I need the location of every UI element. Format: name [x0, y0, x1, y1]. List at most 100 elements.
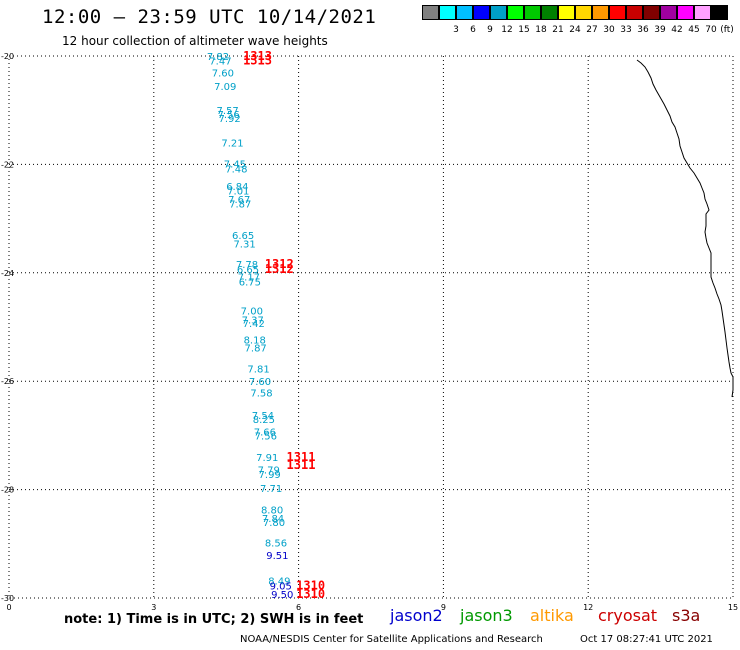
- swh-value: 7.87: [245, 344, 267, 355]
- satellite-cryosat: cryosat: [598, 606, 658, 625]
- swh-value: 7.37: [242, 315, 264, 326]
- swh-value: 7.79: [258, 466, 280, 477]
- swh-readings: 7.827.477.607.097.577.567.927.217.457.48…: [207, 49, 325, 601]
- swh-value: 7.09: [214, 82, 236, 93]
- legend-label: 33: [620, 25, 632, 35]
- swh-value: 7.60: [249, 377, 271, 388]
- legend-unit: (ft): [720, 25, 734, 35]
- x-tick-label: 0: [6, 603, 11, 612]
- pass-number: 1311: [287, 458, 316, 472]
- legend-label: 9: [487, 25, 493, 35]
- swh-value: 7.57: [217, 106, 239, 117]
- legend-swatch: [609, 5, 626, 20]
- swh-value: 7.60: [212, 68, 234, 79]
- swh-value: 8.80: [261, 506, 283, 517]
- legend-swatch: [422, 5, 439, 20]
- legend-swatch: [541, 5, 558, 20]
- swh-value: 7.58: [250, 389, 272, 400]
- legend-swatch: [473, 5, 490, 20]
- satellite-jason3: jason3: [460, 606, 513, 625]
- legend-swatch: [507, 5, 524, 20]
- pass-number: 1312: [265, 262, 294, 276]
- satellite-s3a: s3a: [672, 606, 701, 625]
- swh-value: 7.31: [233, 240, 255, 251]
- y-tick-label: -26: [1, 377, 14, 386]
- swh-value: 7.54: [252, 411, 274, 422]
- legend-swatch: [660, 5, 677, 20]
- swh-value: 8.56: [265, 539, 287, 550]
- legend-swatch: [694, 5, 711, 20]
- swh-value: 6.65: [232, 231, 254, 242]
- legend-swatch: [592, 5, 609, 20]
- swh-value: 7.01: [227, 186, 249, 197]
- y-tick-label: -28: [1, 486, 14, 495]
- swh-value: 7.17: [238, 273, 260, 284]
- y-tick-label: -22: [1, 160, 14, 169]
- legend-swatch: [558, 5, 575, 20]
- credit-line: NOAA/NESDIS Center for Satellite Applica…: [240, 634, 543, 645]
- swh-value: 7.45: [224, 159, 246, 170]
- swh-value: 7.82: [207, 52, 229, 63]
- swh-value: 7.67: [228, 195, 250, 206]
- legend-swatch: [711, 5, 728, 20]
- y-tick-label: -30: [1, 594, 14, 603]
- swh-value: 7.42: [243, 319, 265, 330]
- swh-value: 7.71: [260, 484, 282, 495]
- swh-value: 7.00: [241, 307, 263, 318]
- legend-label: 12: [501, 25, 513, 35]
- x-tick-label: 6: [296, 603, 301, 612]
- swh-value: 6.84: [226, 182, 248, 193]
- legend-swatch: [524, 5, 541, 20]
- legend-label: 42: [671, 25, 683, 35]
- coastline: [636, 59, 734, 398]
- pass-number: 1312: [265, 257, 294, 271]
- swh-value: 7.56: [218, 110, 240, 121]
- swh-value: 7.56: [255, 431, 277, 442]
- swh-value: 9.50: [271, 590, 293, 601]
- x-tick-label: 3: [151, 603, 156, 612]
- swh-value: 7.84: [262, 514, 284, 525]
- pass-number: 1313: [243, 53, 272, 67]
- swh-value: 8.25: [253, 415, 275, 426]
- legend-label: 45: [688, 25, 700, 35]
- swh-value: 8.18: [244, 335, 266, 346]
- legend-swatch: [439, 5, 456, 20]
- legend-label: 21: [552, 25, 564, 35]
- legend-label: 70: [705, 25, 717, 35]
- swh-value: 7.48: [225, 165, 247, 176]
- legend-swatch: [490, 5, 507, 20]
- legend-label: 36: [637, 25, 649, 35]
- swh-value: 9.51: [266, 551, 288, 562]
- swh-value: 7.78: [236, 260, 258, 271]
- legend-label: 15: [518, 25, 530, 35]
- satellite-jason2: jason2: [390, 606, 443, 625]
- pass-number: 1310: [296, 587, 325, 601]
- legend-swatch: [575, 5, 592, 20]
- pass-number: 1313: [243, 49, 272, 63]
- legend-swatch: [677, 5, 694, 20]
- swh-value: 7.99: [259, 470, 281, 481]
- swh-value: 6.65: [237, 265, 259, 276]
- page-title: 12:00 — 23:59 UTC 10/14/2021: [42, 6, 377, 28]
- swh-value: 7.87: [229, 199, 251, 210]
- swh-value: 8.49: [268, 577, 290, 588]
- swh-value: 7.21: [221, 139, 243, 150]
- y-tick-label: -24: [1, 269, 14, 278]
- legend-label: 18: [535, 25, 547, 35]
- legend-label: 30: [603, 25, 615, 35]
- x-tick-label: 12: [583, 603, 593, 612]
- y-tick-label: -20: [1, 52, 14, 61]
- map-grid: 0 3 6 9 12 15 -20 -22 -24 -26 -28 -30: [1, 52, 738, 612]
- legend-label: 6: [470, 25, 476, 35]
- map-frame: [8, 55, 734, 599]
- legend-swatch: [643, 5, 660, 20]
- swh-value: 7.81: [247, 365, 269, 376]
- swh-value: 7.47: [209, 56, 231, 67]
- legend-label: 3: [453, 25, 459, 35]
- swh-value: 7.80: [263, 518, 285, 529]
- timestamp: Oct 17 08:27:41 UTC 2021: [580, 634, 713, 645]
- legend-label: 27: [586, 25, 598, 35]
- legend-label: 39: [654, 25, 666, 35]
